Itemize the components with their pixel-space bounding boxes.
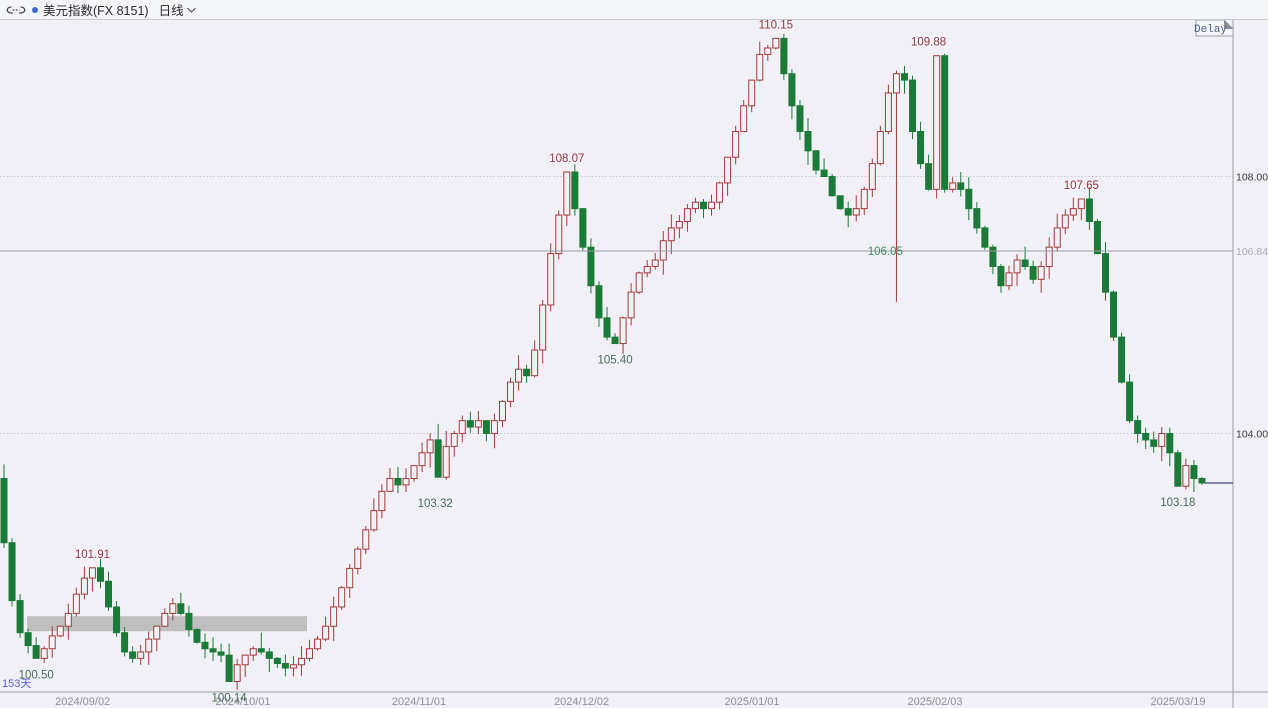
svg-text:106.84: 106.84 (1236, 246, 1268, 258)
svg-text:109.88: 109.88 (911, 37, 946, 49)
svg-text:108.00: 108.00 (1236, 172, 1268, 184)
svg-text:2025/03/19: 2025/03/19 (1150, 696, 1205, 708)
svg-text:104.00: 104.00 (1236, 429, 1268, 441)
svg-text:108.07: 108.07 (549, 153, 584, 165)
svg-text:2024/11/01: 2024/11/01 (392, 696, 446, 708)
svg-text:107.65: 107.65 (1064, 180, 1099, 192)
svg-text:103.32: 103.32 (418, 498, 453, 510)
svg-text:Delay: Delay (1194, 24, 1227, 36)
svg-text:2025/02/03: 2025/02/03 (907, 696, 962, 708)
svg-text:110.15: 110.15 (759, 20, 793, 31)
svg-text:101.91: 101.91 (75, 549, 110, 561)
svg-text:106.05: 106.05 (868, 246, 903, 258)
svg-text:103.18: 103.18 (1160, 497, 1195, 509)
svg-text:2025/01/01: 2025/01/01 (724, 696, 779, 708)
svg-text:2024/09/02: 2024/09/02 (55, 696, 110, 708)
svg-text:100.14: 100.14 (212, 693, 248, 705)
svg-text:105.40: 105.40 (597, 355, 632, 367)
svg-text:2024/12/02: 2024/12/02 (554, 696, 609, 708)
svg-text:153天: 153天 (2, 678, 31, 690)
